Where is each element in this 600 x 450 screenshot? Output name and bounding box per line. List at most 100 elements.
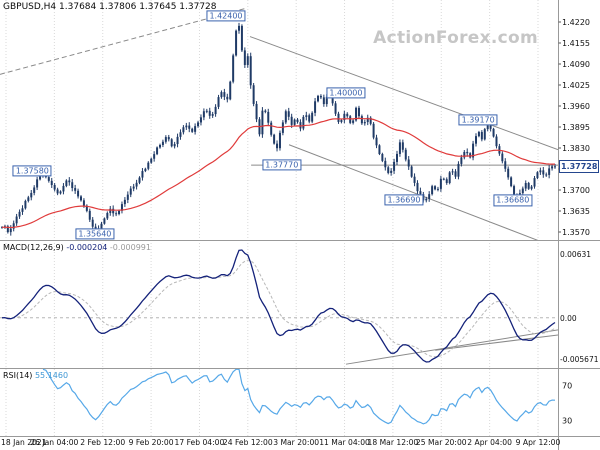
candle-body — [97, 228, 100, 232]
rsi-name: RSI(14) — [3, 371, 33, 380]
candle-body — [340, 120, 343, 122]
candle-body — [357, 107, 360, 117]
candle-body — [311, 112, 314, 122]
candle-body — [460, 157, 463, 164]
candle-body — [466, 151, 469, 154]
candle-body — [334, 103, 337, 114]
candle-body — [372, 123, 375, 138]
candle-body — [217, 97, 220, 107]
time-axis-label: 9 Feb 20:00 — [129, 438, 174, 447]
candle-body — [419, 191, 422, 195]
candle-body — [135, 182, 138, 187]
candle-body — [293, 119, 296, 125]
candle-body — [188, 125, 191, 129]
candle-body — [355, 107, 358, 121]
candle-body — [36, 179, 39, 188]
candle-body — [407, 159, 410, 167]
candle-body — [170, 139, 173, 147]
candle-body — [1, 227, 3, 229]
candle-body — [41, 174, 44, 177]
rsi-label: RSI(14) 55.1460 — [3, 371, 68, 380]
candle-body — [144, 168, 147, 172]
candle-body — [366, 117, 369, 123]
candle-body — [548, 168, 551, 175]
candle-body — [208, 110, 211, 116]
time-axis-label: 18 Jan 2021 — [1, 438, 47, 447]
candle-body — [91, 219, 94, 227]
candle-body — [504, 161, 507, 169]
price-axis-label: 1.3960 — [562, 102, 590, 111]
time-axis-label: 2 Apr 04:00 — [467, 438, 512, 447]
candle-body — [410, 166, 413, 177]
watermark: ActionForex.com — [373, 28, 538, 48]
candle-body — [428, 194, 431, 199]
macd-main-value: -0.000204 — [66, 243, 108, 252]
candle-body — [352, 120, 355, 123]
rsi-axis-label: 70 — [562, 381, 572, 390]
candle-body — [132, 186, 135, 189]
candle-body — [238, 25, 240, 31]
candle-body — [448, 172, 451, 184]
candle-body — [62, 185, 65, 192]
candle-body — [527, 183, 530, 189]
candle-body — [454, 171, 457, 177]
candle-body — [422, 194, 425, 201]
candle-body — [489, 124, 492, 129]
candle-body — [398, 142, 401, 154]
candle-body — [30, 192, 33, 198]
macd-label: MACD(12,26,9) -0.000204 -0.000991 — [3, 243, 151, 252]
price-axis-label: 1.4025 — [562, 81, 590, 90]
candle-body — [267, 111, 270, 123]
candle-body — [284, 111, 287, 123]
candle-body — [416, 182, 419, 192]
candle-body — [477, 132, 480, 137]
candle-body — [82, 200, 85, 206]
candle-body — [507, 168, 510, 178]
candle-body — [164, 137, 167, 142]
candle-body — [436, 188, 439, 190]
candle-body — [375, 137, 378, 146]
candle-body — [322, 97, 325, 105]
candle-body — [255, 103, 258, 120]
candle-body — [328, 96, 331, 98]
candle-body — [94, 226, 97, 232]
candle-body — [524, 183, 527, 189]
candle-body — [226, 96, 229, 100]
candle-body — [220, 92, 223, 98]
candle-body — [156, 147, 159, 155]
candle-body — [264, 110, 267, 112]
candle-body — [161, 141, 164, 145]
candle-body — [521, 188, 524, 194]
time-axis-label: 24 Feb 12:00 — [223, 438, 273, 447]
candle-body — [71, 182, 74, 189]
candle-body — [18, 211, 21, 217]
candle-body — [129, 188, 132, 195]
time-axis-label: 18 Mar 12:00 — [368, 438, 419, 447]
candle-body — [483, 129, 486, 140]
candle-body — [138, 177, 141, 183]
candle-body — [451, 171, 454, 173]
candle-body — [536, 172, 539, 179]
candle-body — [153, 154, 156, 159]
candle-body — [442, 178, 445, 180]
candle-body — [103, 218, 106, 224]
candle-body — [396, 153, 398, 162]
candle-body — [205, 110, 208, 112]
candle-body — [554, 166, 556, 168]
candle-body — [431, 186, 434, 195]
candle-body — [65, 180, 68, 186]
candle-body — [202, 111, 205, 118]
candle-body — [551, 166, 554, 169]
candle-body — [68, 180, 71, 183]
candle-body — [167, 137, 170, 140]
macd-trendline — [435, 334, 558, 351]
candle-body — [463, 151, 466, 158]
price-axis-label: 1.3830 — [562, 144, 590, 153]
candle-body — [378, 145, 381, 154]
candle-body — [533, 178, 536, 187]
candle-body — [445, 179, 448, 184]
candle-body — [469, 153, 472, 158]
candle-body — [214, 106, 217, 115]
price-axis-label: 1.4155 — [562, 39, 590, 48]
candle-body — [120, 204, 123, 211]
